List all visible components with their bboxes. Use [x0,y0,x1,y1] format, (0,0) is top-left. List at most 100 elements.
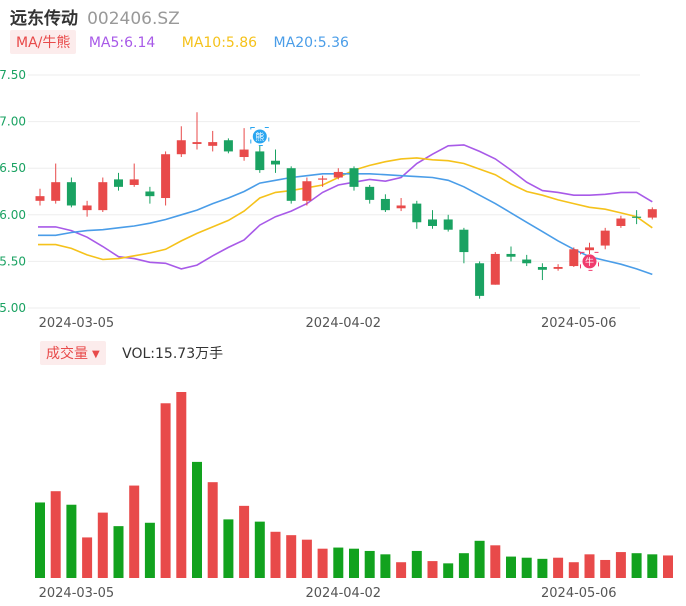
y-tick-label: 5.50 [0,254,26,268]
candle-body [632,216,642,218]
volume-legend: 成交量 ▼ VOL:15.73万手 [40,341,224,365]
candle-body [428,219,437,226]
volume-bar [82,537,93,578]
ma20-legend-item: MA20:5.36 [273,35,349,51]
candle-body [286,168,296,201]
volume-bar [647,554,658,578]
candle-body [82,205,92,211]
candle-body [302,181,312,201]
ma10-legend-item: MA10:5.86 [181,35,258,51]
volume-bar [97,512,108,578]
volume-bar [333,547,344,578]
volume-bar [458,553,469,578]
candle-body [176,140,186,155]
x-tick-label: 2024-03-05 [39,586,115,601]
candlesticks [35,112,657,299]
volume-bar [160,403,171,578]
ma5-line [38,144,653,270]
volume-indicator-tag[interactable]: 成交量 ▼ [40,341,106,365]
bull-marker-icon [582,254,597,269]
x-tick-label: 2024-04-02 [306,316,382,331]
ma-indicator-tag[interactable]: MA/牛熊 [10,30,77,54]
y-tick-label: 6.50 [0,161,26,175]
volume-bar [411,550,422,578]
candle-body [647,209,657,218]
volume-indicator-label: 成交量 [46,346,88,362]
candle-body [553,266,563,269]
signal-markers: 熊牛 [250,127,599,271]
volume-bar [270,531,281,578]
y-tick-label: 5.00 [0,301,26,315]
volume-bar [364,550,375,578]
price-axis: 7.50 7.00 6.50 6.00 5.50 5.00 [0,68,26,315]
volume-bar [35,502,45,578]
volume-bar [427,561,438,578]
stock-header: 远东传动 002406.SZ [10,4,180,29]
volume-bar [380,554,391,578]
candle-body [239,149,249,158]
bear-marker-label: 熊 [255,131,264,143]
candle-body [585,247,594,251]
x-tick-label: 2024-05-06 [541,586,617,601]
candle-body [208,142,218,146]
bear-marker-frame [250,127,270,147]
volume-bar [537,558,548,578]
volume-bar [286,535,297,578]
volume-date-axis: 2024-03-05 2024-04-02 2024-05-06 [39,586,617,601]
candle-body [537,266,547,270]
volume-bar [301,539,312,578]
candle-body [365,186,375,200]
volume-bar [113,526,124,578]
stock-name: 远东传动 [10,9,78,29]
candle-body [522,259,532,264]
candle-body [412,203,422,223]
bull-marker-frame [580,251,599,271]
ma-legend: MA/牛熊 MA5:6.14 MA10:5.86 MA20:5.36 [10,30,349,54]
volume-bar [317,548,328,578]
bull-marker-label: 牛 [585,256,594,268]
volume-bar [144,522,155,578]
volume-bar [396,562,407,578]
candle-body [223,140,233,152]
volume-bar [521,557,532,578]
candle-body [192,142,202,144]
candle-body [129,179,139,185]
candle-body [349,168,359,187]
volume-bar [129,485,140,578]
candle-body [271,160,280,165]
ma-lines [38,144,653,276]
candle-body [380,198,390,211]
dropdown-arrow-icon: ▼ [92,349,100,360]
volume-bars [35,392,673,578]
ma20-line [38,173,653,276]
volume-bar [443,563,454,578]
candle-body [569,249,579,267]
volume-bar [223,519,234,578]
volume-bar [176,392,187,578]
candle-body [114,179,123,187]
x-tick-label: 2024-03-05 [39,316,115,331]
candle-body [490,253,500,285]
candle-body [51,182,61,201]
x-tick-label: 2024-04-02 [306,586,382,601]
candle-body [616,218,626,226]
volume-bar [50,491,61,578]
candle-body [98,182,108,211]
volume-bar [631,553,642,578]
volume-bar [568,562,579,578]
volume-bar [474,540,485,578]
ma5-legend-item: MA5:6.14 [88,35,156,51]
volume-bar [254,521,265,578]
volume-bar [663,555,673,578]
volume-bar [239,505,250,578]
candle-body [145,191,155,197]
volume-value: VOL:15.73万手 [122,346,224,362]
volume-bar [490,545,501,578]
candle-body [318,178,328,180]
price-grid [28,74,640,309]
volume-bar [349,548,359,578]
x-tick-label: 2024-05-06 [541,316,617,331]
candle-body [255,151,265,171]
y-tick-label: 6.00 [0,208,26,222]
